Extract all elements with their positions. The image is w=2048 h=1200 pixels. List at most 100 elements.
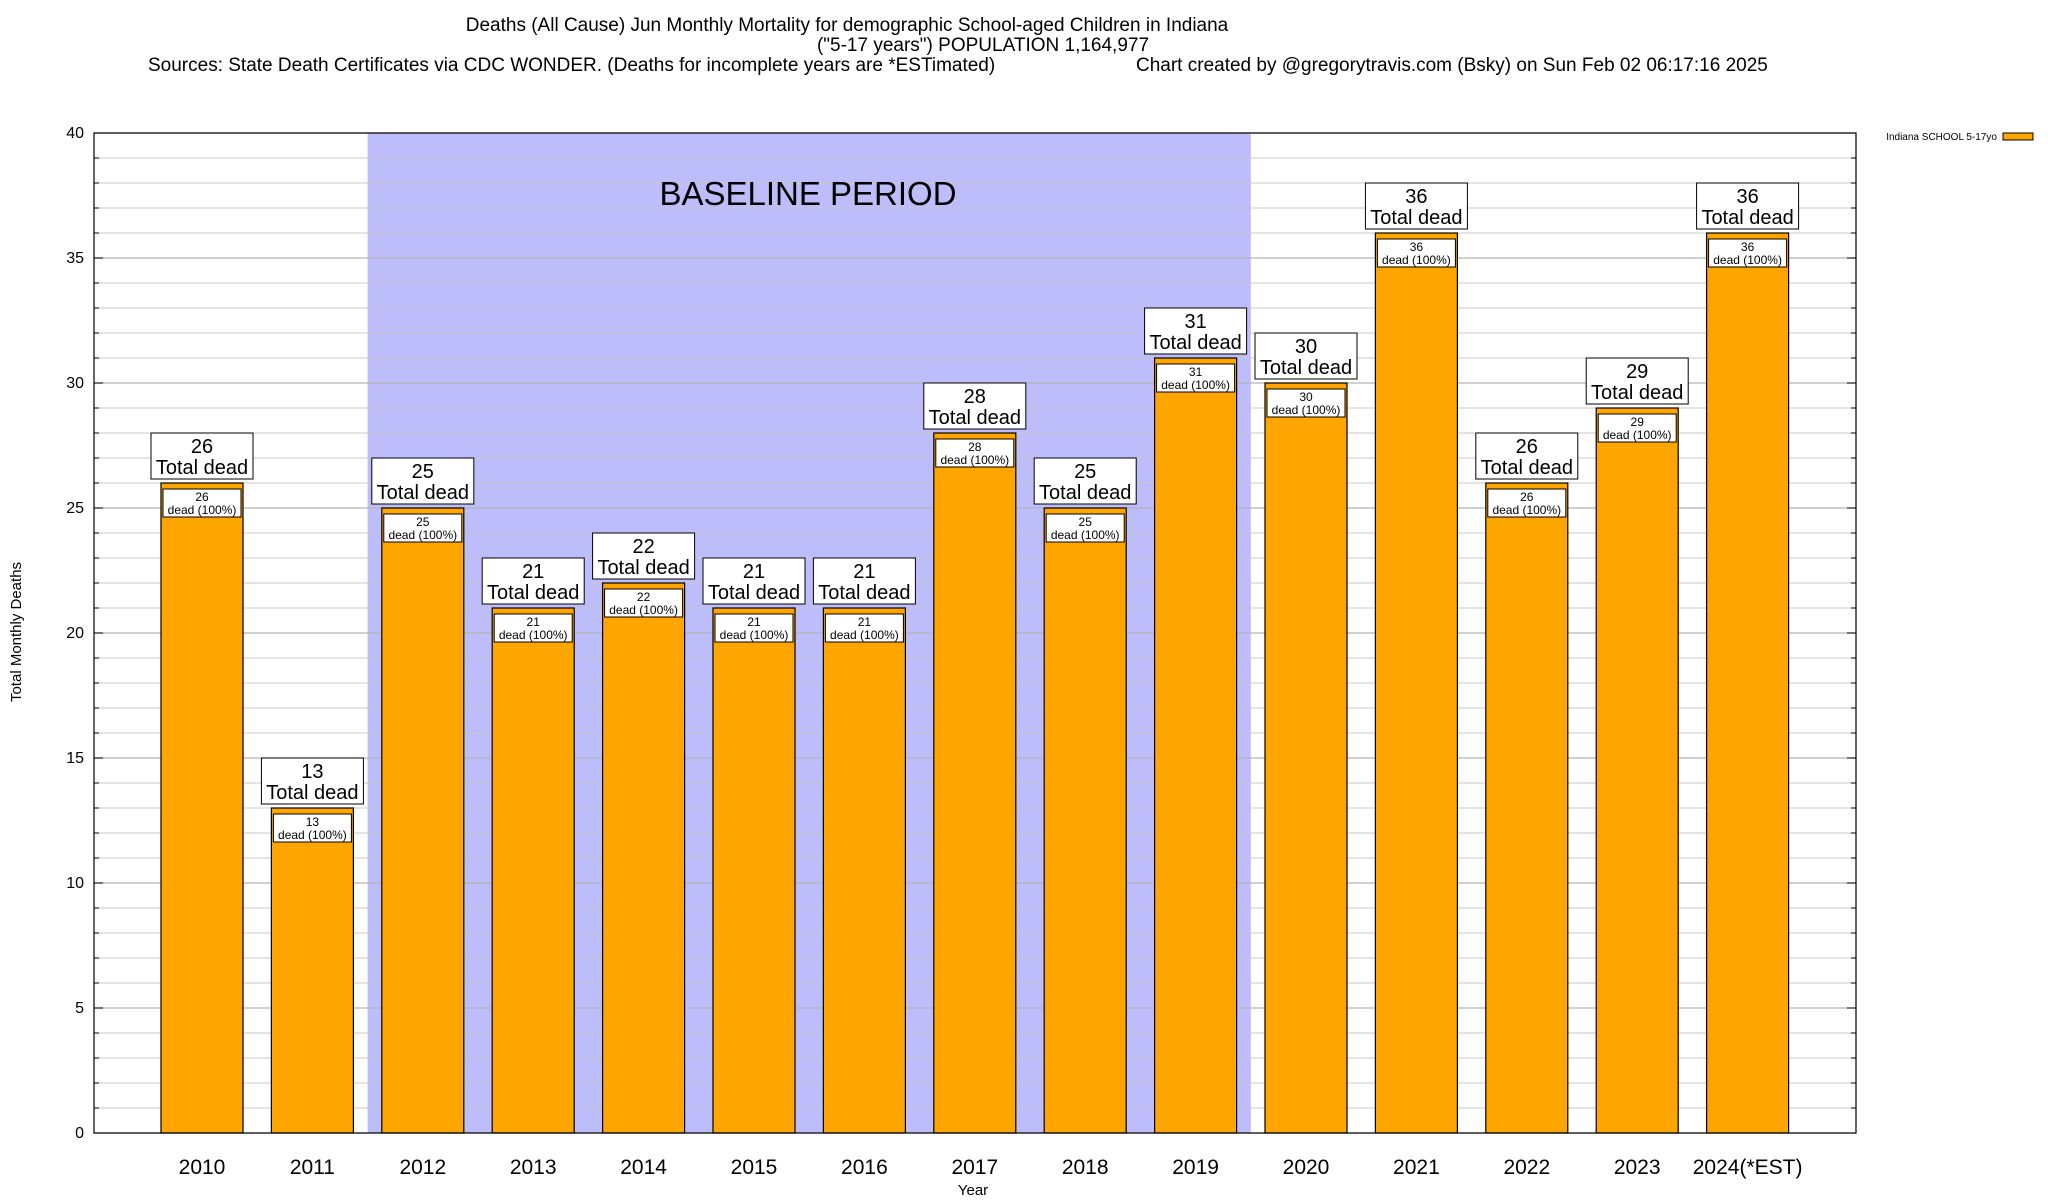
small-label-box [1156, 363, 1236, 393]
y-tick-label: 35 [66, 250, 84, 267]
small-label-box [714, 613, 794, 643]
small-label-box [935, 438, 1015, 468]
small-label-text: dead (100%) [1051, 528, 1120, 542]
bar [1043, 507, 1127, 1134]
total-label-value: 13 [301, 761, 323, 783]
small-label-box [1597, 413, 1677, 443]
chart-subtitle: ("5-17 years") POPULATION 1,164,977 [817, 35, 1149, 56]
y-tick-label: 5 [75, 1000, 84, 1017]
x-tick-label: 2024(*EST) [1693, 1156, 1803, 1179]
y-tick-label: 15 [66, 750, 84, 767]
total-label-box [923, 382, 1027, 430]
y-tick-label: 30 [66, 375, 84, 392]
total-label-value: 25 [1074, 461, 1096, 483]
small-label-text: dead (100%) [499, 628, 568, 642]
total-label-value: 21 [522, 561, 544, 583]
y-tick-label: 20 [66, 625, 84, 642]
small-label-box [1376, 238, 1456, 268]
small-label-value: 30 [1299, 390, 1313, 404]
bar [1264, 382, 1348, 1134]
bar [381, 507, 465, 1134]
total-label-text: Total dead [1149, 332, 1241, 354]
y-tick-label: 40 [66, 125, 84, 142]
x-tick-label: 2021 [1393, 1156, 1440, 1179]
small-label-box [1045, 513, 1125, 543]
small-label-value: 21 [747, 615, 761, 629]
x-tick-label: 2016 [841, 1156, 888, 1179]
x-tick-label: 2017 [951, 1156, 998, 1179]
total-label-text: Total dead [708, 582, 800, 604]
bar [601, 582, 686, 1134]
total-label-value: 21 [743, 561, 765, 583]
total-label-box [1696, 182, 1800, 230]
small-label-text: dead (100%) [720, 628, 789, 642]
total-label-box [1033, 457, 1137, 505]
total-label-text: Total dead [1701, 207, 1793, 229]
total-label-text: Total dead [1591, 382, 1683, 404]
total-label-text: Total dead [818, 582, 910, 604]
total-label-value: 36 [1405, 186, 1427, 208]
x-tick-label: 2020 [1283, 1156, 1330, 1179]
x-tick-label: 2013 [510, 1156, 557, 1179]
small-label-value: 21 [858, 615, 872, 629]
y-tick-label: 0 [75, 1125, 84, 1142]
total-label-box [1144, 307, 1248, 355]
y-axis-label: Total Monthly Deaths [8, 562, 25, 702]
bar [160, 482, 244, 1134]
x-tick-label: 2023 [1614, 1156, 1661, 1179]
small-label-value: 31 [1189, 365, 1203, 379]
bar [1705, 232, 1790, 1134]
small-label-value: 36 [1741, 240, 1755, 254]
total-label-box [1475, 432, 1579, 480]
total-label-value: 26 [1516, 436, 1538, 458]
total-label-text: Total dead [929, 407, 1021, 429]
total-label-value: 36 [1736, 186, 1758, 208]
small-label-value: 26 [1520, 490, 1534, 504]
total-label-value: 21 [853, 561, 875, 583]
total-label-value: 30 [1295, 336, 1317, 358]
x-axis-label: Year [958, 1182, 988, 1199]
small-label-value: 26 [195, 490, 209, 504]
small-label-box [272, 813, 352, 843]
small-label-value: 25 [1079, 515, 1093, 529]
total-label-box [1585, 357, 1689, 405]
y-tick-label: 25 [66, 500, 84, 517]
small-label-value: 29 [1631, 415, 1645, 429]
x-tick-label: 2018 [1062, 1156, 1109, 1179]
axis-layer: 0 5 10 15 20 25 30 35 40 2010 2011 2012 2013 2014 2015… [66, 125, 1857, 1179]
x-tick-label: 2022 [1503, 1156, 1550, 1179]
bar [822, 607, 907, 1134]
total-label-box [702, 557, 806, 605]
small-label-text: dead (100%) [1272, 403, 1341, 417]
chart-credit: Chart created by @gregorytravis.com (Bsk… [1136, 55, 1768, 76]
x-tick-label: 2019 [1172, 1156, 1219, 1179]
total-label-text: Total dead [1370, 207, 1462, 229]
small-label-box [604, 588, 684, 618]
small-label-box [824, 613, 904, 643]
small-label-text: dead (100%) [609, 603, 678, 617]
total-label-value: 31 [1184, 311, 1206, 333]
small-label-value: 22 [637, 590, 651, 604]
small-label-box [493, 613, 573, 643]
chart-title: Deaths (All Cause) Jun Monthly Mortality… [466, 15, 1229, 36]
small-label-box [1266, 388, 1346, 418]
total-label-value: 26 [191, 436, 213, 458]
